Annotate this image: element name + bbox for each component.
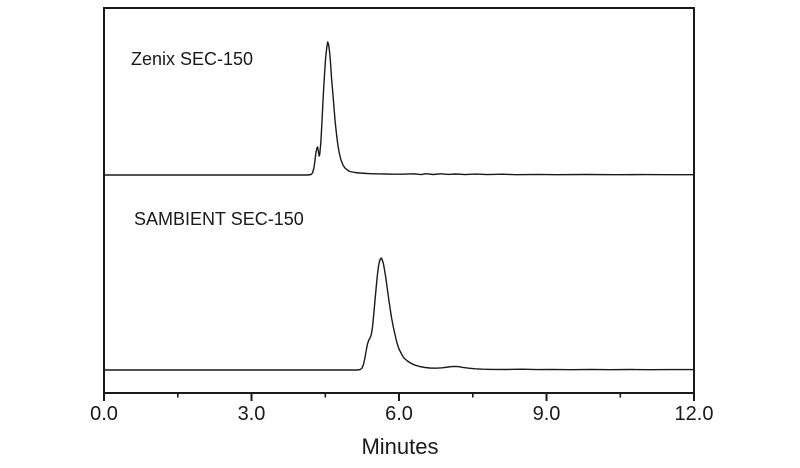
x-tick-label: 6.0 [385, 403, 413, 425]
x-tick-label: 3.0 [238, 403, 266, 425]
series-label-zenix: Zenix SEC-150 [131, 49, 254, 69]
trace-sambient [103, 257, 695, 371]
series-label-sambient: SAMBIENT SEC-150 [134, 209, 304, 229]
trace-zenix [103, 41, 695, 176]
x-axis-title: Minutes [361, 434, 439, 459]
x-tick-label: 9.0 [533, 403, 561, 425]
x-tick-label: 12.0 [675, 403, 714, 425]
x-tick-label: 0.0 [90, 403, 118, 425]
